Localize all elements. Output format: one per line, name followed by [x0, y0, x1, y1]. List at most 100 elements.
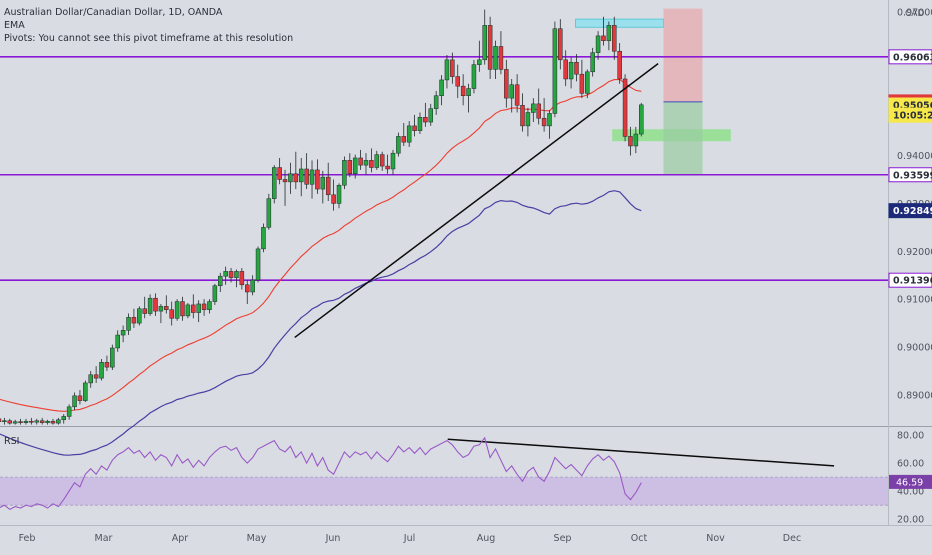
stop-zone — [663, 101, 703, 175]
candle-body — [277, 167, 282, 180]
price-tag-label: 0.91396 — [893, 276, 932, 287]
candle-body — [191, 304, 196, 313]
price-tag-level — [888, 272, 932, 288]
candle-body — [563, 59, 568, 80]
time-tick-label: Oct — [631, 533, 648, 544]
candle-body — [396, 136, 401, 154]
candle-body — [261, 227, 266, 250]
candle-body — [104, 362, 110, 368]
ema-slow-line — [0, 190, 642, 456]
candle-body — [379, 154, 385, 167]
time-tick-label: Nov — [706, 533, 725, 544]
candle-body — [439, 79, 444, 96]
candle-body — [466, 88, 471, 96]
candle-body — [309, 169, 315, 185]
candle-body — [444, 59, 450, 81]
candle-body — [363, 160, 369, 166]
candle-body — [56, 419, 61, 424]
candle-body — [61, 416, 66, 421]
candle-body — [77, 395, 83, 401]
candle-body — [417, 117, 423, 131]
candle-body — [131, 317, 137, 324]
candle-body — [153, 297, 158, 312]
price-tag-label: 10:05:24 — [893, 111, 932, 122]
candle-body — [164, 306, 169, 310]
ema-fast-line — [0, 79, 642, 412]
price-tag-navy — [888, 203, 932, 219]
candle-body — [450, 59, 455, 77]
currency-label: CAD — [905, 9, 924, 19]
candle-body — [234, 271, 239, 278]
ema-indicator-label[interactable]: EMA — [4, 20, 25, 31]
time-tick-label: Dec — [783, 533, 801, 544]
candle-body — [433, 95, 439, 109]
rsi-pane-label[interactable]: RSI — [4, 436, 20, 447]
candle-body — [83, 382, 88, 401]
candle-body — [34, 420, 40, 423]
candle-body — [531, 103, 536, 113]
time-tick-label: May — [247, 533, 267, 544]
rsi-trendline — [447, 438, 835, 467]
candle-body — [120, 330, 126, 336]
time-tick-label: Jul — [403, 533, 415, 544]
candle-body — [541, 117, 547, 127]
candle-body — [93, 374, 99, 379]
rsi-last-tag — [889, 474, 932, 489]
pivot-notice: Pivots: You cannot see this pivot timefr… — [4, 33, 294, 44]
candle-body — [622, 78, 628, 137]
candle-body — [218, 275, 223, 287]
candle-body — [147, 297, 153, 314]
candle-body — [50, 420, 56, 424]
candle-body — [509, 84, 514, 99]
candle-body — [39, 420, 45, 423]
candle-body — [471, 64, 477, 89]
candle-body — [298, 168, 304, 183]
candle-body — [304, 168, 309, 185]
candle-body — [520, 105, 525, 127]
candle-body — [639, 104, 644, 135]
time-tick-label: Aug — [477, 533, 496, 544]
price-tick-label: 0.97000 — [897, 7, 932, 18]
rsi-tick-label: 20.00 — [897, 515, 924, 526]
rsi-line — [0, 436, 642, 511]
candle-body — [601, 35, 606, 41]
price-tag-yellow — [888, 107, 932, 123]
candle-body — [579, 73, 585, 94]
candle-body — [590, 52, 595, 73]
candle-body — [423, 117, 428, 123]
candle-body — [245, 284, 250, 293]
candle-body — [12, 421, 18, 424]
candle-body — [358, 157, 363, 166]
candle-body — [271, 167, 277, 199]
candle-body — [428, 108, 434, 123]
candle-body — [88, 374, 93, 384]
candle-body — [460, 85, 466, 96]
candle-body — [115, 334, 120, 349]
target-zone — [663, 8, 703, 102]
candle-body — [606, 25, 612, 41]
price-tag-label: 0.96063 — [893, 52, 932, 63]
candle-body — [514, 84, 520, 106]
candle-body — [23, 420, 29, 423]
candle-body — [207, 301, 212, 310]
rsi-last-value: 46.59 — [896, 477, 923, 488]
price-tag-level — [888, 167, 932, 183]
time-tick-label: Apr — [172, 533, 189, 544]
candle-body — [66, 406, 72, 417]
candle-body — [568, 61, 574, 80]
candle-body — [0, 418, 2, 422]
rsi-tick-label: 60.00 — [897, 459, 924, 470]
price-tag-level — [888, 49, 932, 65]
candle-body — [137, 308, 142, 324]
candle-body — [2, 420, 7, 422]
rsi-tick-label: 80.00 — [897, 431, 924, 442]
candle-body — [525, 112, 531, 127]
candle-body — [352, 157, 358, 175]
resistance-zone — [575, 18, 664, 28]
candle-body — [342, 160, 347, 186]
price-tag-label: 0.93599 — [893, 170, 932, 181]
candle-body — [250, 279, 255, 293]
candle-body — [196, 303, 201, 313]
candle-body — [331, 194, 336, 204]
